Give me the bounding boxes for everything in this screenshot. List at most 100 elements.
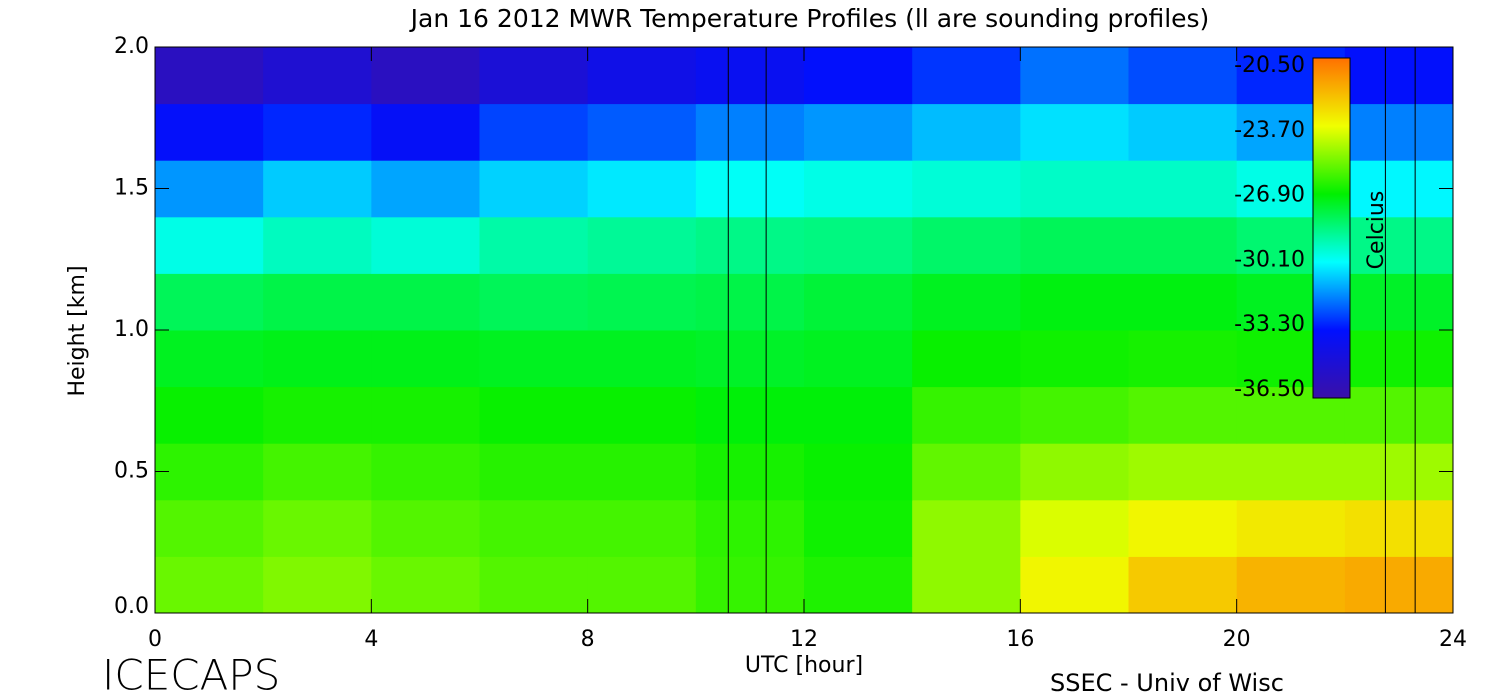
x-tick-label: 4 [364, 627, 378, 652]
heat-cell [804, 330, 913, 388]
heat-cell [371, 103, 480, 161]
y-tick-label: 0.5 [114, 459, 149, 484]
heat-cell [371, 160, 480, 218]
heat-cell [1020, 216, 1129, 274]
heat-cell [912, 47, 1021, 105]
heat-cell [1344, 160, 1454, 218]
heat-cell [695, 386, 805, 444]
footer-right: SSEC - Univ of Wisc [1050, 669, 1284, 697]
heat-cell [479, 216, 589, 274]
heat-cell [587, 443, 697, 501]
heat-cell [1236, 443, 1346, 501]
heat-cell [479, 47, 589, 105]
heat-cell [695, 273, 805, 331]
heat-cell [587, 216, 697, 274]
heat-cell [371, 273, 480, 331]
heat-cell [587, 556, 697, 614]
heat-cell [912, 273, 1021, 331]
heat-cell [695, 499, 805, 557]
heat-cell [371, 330, 480, 388]
heat-cell [1344, 216, 1454, 274]
heat-cell [804, 386, 913, 444]
colorbar [1312, 57, 1351, 399]
heat-cell [804, 499, 913, 557]
heat-cell [371, 386, 480, 444]
heat-cell [1128, 216, 1238, 274]
heat-cell [1128, 160, 1238, 218]
heat-cell [912, 556, 1021, 614]
heat-cell [804, 160, 913, 218]
colorbar-tick-label: -36.50 [1234, 377, 1305, 402]
heat-cell [155, 330, 264, 388]
heat-cell [587, 273, 697, 331]
heat-cell [155, 160, 264, 218]
heat-cell [371, 47, 480, 105]
x-axis-label: UTC [hour] [745, 653, 863, 678]
heat-cell [1128, 386, 1238, 444]
heat-cell [912, 103, 1021, 161]
colorbar-tick-label: -26.90 [1234, 183, 1305, 208]
heat-cell [1020, 499, 1129, 557]
heat-cell [587, 47, 697, 105]
heat-cell [263, 216, 372, 274]
heat-cell [479, 330, 589, 388]
colorbar-tick-label: -20.50 [1234, 53, 1305, 78]
heat-cell [479, 103, 589, 161]
heat-cell [695, 216, 805, 274]
heat-cell [371, 556, 480, 614]
heat-cell [912, 443, 1021, 501]
heat-cell [1344, 103, 1454, 161]
heat-cell [804, 216, 913, 274]
colorbar-tick-label: -23.70 [1234, 118, 1305, 143]
heat-cell [479, 499, 589, 557]
heat-cell [804, 443, 913, 501]
heat-cell [263, 273, 372, 331]
heat-cell [371, 499, 480, 557]
heat-cell [587, 103, 697, 161]
chart-title: Jan 16 2012 MWR Temperature Profiles (ll… [409, 4, 1210, 33]
heat-cell [1128, 330, 1238, 388]
heat-cell [155, 556, 264, 614]
heat-cell [1128, 273, 1238, 331]
heat-cell [479, 443, 589, 501]
heat-cell [155, 386, 264, 444]
heat-cell [1236, 556, 1346, 614]
heat-cell [155, 47, 264, 105]
heat-cell [371, 216, 480, 274]
y-tick-label: 1.0 [114, 317, 149, 342]
heat-cell [263, 330, 372, 388]
heat-cell [371, 443, 480, 501]
heat-cell [479, 386, 589, 444]
heat-cell [1020, 330, 1129, 388]
y-tick-label: 0.0 [114, 594, 149, 619]
heat-cell [263, 556, 372, 614]
heat-cell [1128, 443, 1238, 501]
heat-cell [1344, 386, 1454, 444]
heat-cell [263, 47, 372, 105]
heat-cell [1020, 160, 1129, 218]
heat-cell [695, 556, 805, 614]
heat-cell [1020, 443, 1129, 501]
heat-cell [587, 160, 697, 218]
colorbar-tick-label: -33.30 [1234, 312, 1305, 337]
heat-cell [155, 216, 264, 274]
heat-cell [1344, 443, 1454, 501]
heat-cell [1128, 556, 1238, 614]
x-tick-label: 16 [1006, 627, 1034, 652]
heat-cell [587, 499, 697, 557]
heat-cell [1344, 330, 1454, 388]
y-tick-label: 1.5 [114, 176, 149, 201]
heat-cell [263, 103, 372, 161]
heat-cell [1128, 103, 1238, 161]
heat-cell [263, 160, 372, 218]
heat-cell [804, 47, 913, 105]
heat-cell [1020, 103, 1129, 161]
heat-cell [1236, 499, 1346, 557]
heat-cell [479, 556, 589, 614]
heat-cell [1344, 273, 1454, 331]
heat-cell [155, 103, 264, 161]
heat-cell [695, 160, 805, 218]
heat-cell [912, 216, 1021, 274]
heat-cell [804, 556, 913, 614]
